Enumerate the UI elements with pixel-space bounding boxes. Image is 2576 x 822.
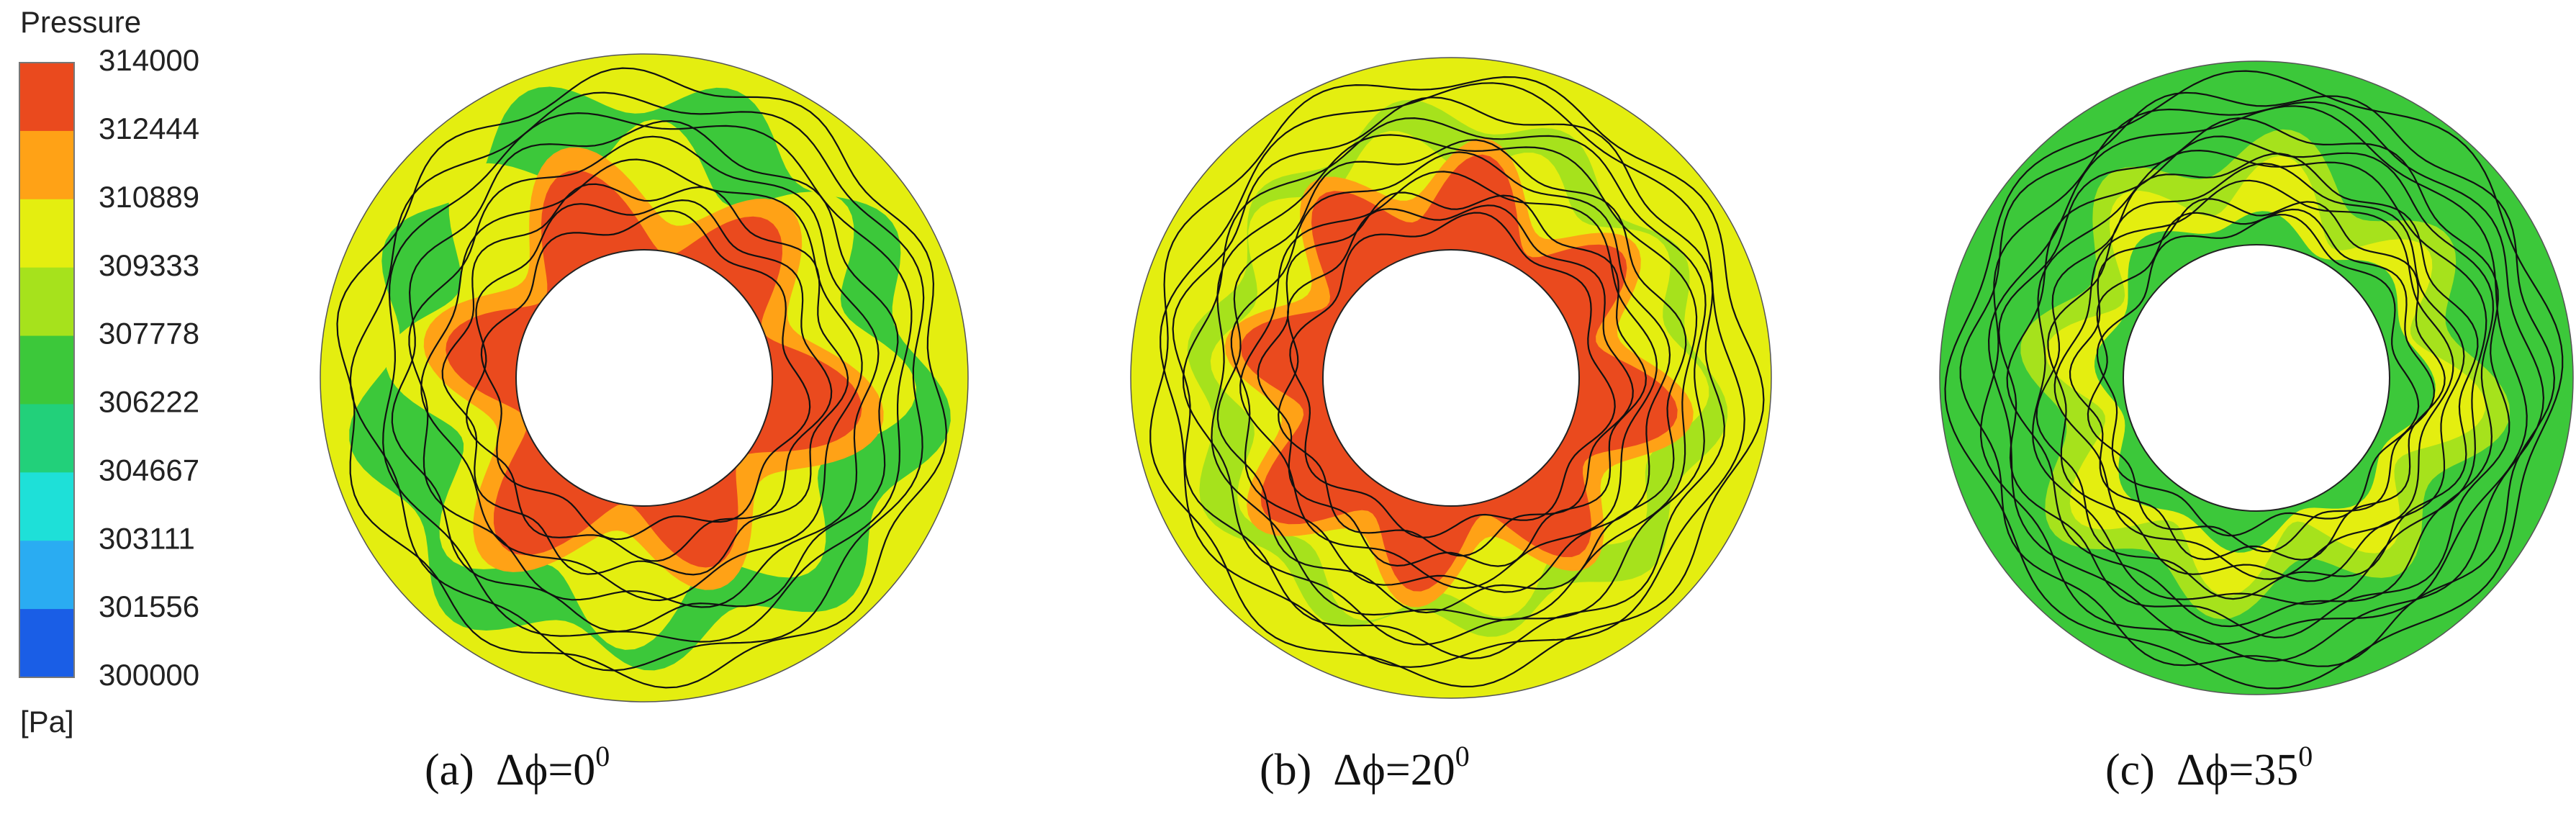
hub: [515, 249, 773, 507]
legend-level: 306222: [99, 385, 199, 419]
caption-superscript: 0: [1455, 740, 1470, 772]
rim: [1130, 57, 1772, 699]
caption-superscript: 0: [2298, 740, 2313, 772]
panel-caption: (b) Δϕ=200: [1260, 740, 1470, 795]
legend-band: [19, 609, 74, 678]
legend-level: 304667: [99, 453, 199, 487]
streamline: [2047, 163, 2465, 582]
legend-level: 312444: [99, 112, 199, 145]
legend-title: Pressure: [20, 5, 141, 39]
rim: [1939, 60, 2574, 695]
caption-expression: Δϕ=0: [496, 746, 595, 795]
caption-label: (c): [2105, 746, 2155, 795]
legend-band: [19, 199, 74, 268]
streamline: [391, 119, 899, 633]
legend-level: 307778: [99, 317, 199, 351]
streamline: [1230, 151, 1671, 593]
caption-expression: Δϕ=35: [2177, 746, 2298, 795]
streamline: [420, 158, 863, 602]
legend-level: 309333: [99, 248, 199, 282]
legend-level: 301556: [99, 590, 199, 623]
streamline: [1959, 91, 2556, 667]
legend-band: [19, 335, 74, 405]
streamline: [1172, 96, 1725, 659]
streamline: [1278, 204, 1634, 557]
streamline: [1211, 134, 1698, 621]
legend-level: 314000: [99, 43, 199, 77]
streamline: [441, 183, 849, 576]
streamline: [480, 209, 811, 541]
panel-caption: (a) Δϕ=00: [425, 740, 610, 795]
legend-band: [19, 267, 74, 337]
streamline: [1987, 105, 2528, 646]
caption-label: (b): [1260, 746, 1311, 795]
legend-level: 310889: [99, 180, 199, 214]
panel-caption: (c) Δϕ=350: [2105, 740, 2313, 795]
legend-band: [19, 404, 74, 473]
legend-band: [19, 472, 74, 541]
legend-band: [19, 541, 74, 610]
legend-band: [19, 130, 74, 200]
legend-level: 300000: [99, 658, 199, 692]
streamline: [2096, 214, 2420, 537]
caption-label: (a): [425, 746, 474, 795]
streamline: [1149, 76, 1765, 688]
streamline: [382, 112, 913, 643]
streamline: [1182, 117, 1707, 646]
legend-frame: [19, 62, 75, 678]
streamline: [1216, 139, 1687, 614]
caption-expression: Δϕ=20: [1333, 746, 1455, 795]
legend-level: 303111: [99, 521, 195, 555]
streamline: [2069, 198, 2446, 561]
streamline: [336, 67, 948, 689]
streamline: [1257, 191, 1648, 567]
streamline: [2031, 149, 2487, 605]
caption-superscript: 0: [595, 740, 610, 772]
streamline: [1944, 70, 2564, 690]
streamline: [1289, 212, 1616, 538]
streamline: [465, 199, 833, 562]
streamline: [2053, 179, 2454, 580]
streamline: [2087, 208, 2436, 553]
streamline: [1979, 101, 2545, 662]
hub: [2123, 244, 2390, 512]
hub: [1322, 249, 1580, 507]
legend-unit: [Pa]: [20, 705, 74, 739]
legend-band: [19, 63, 74, 132]
streamline: [349, 91, 925, 672]
rim: [320, 53, 969, 703]
streamline: [408, 135, 880, 608]
streamline: [1160, 82, 1745, 668]
